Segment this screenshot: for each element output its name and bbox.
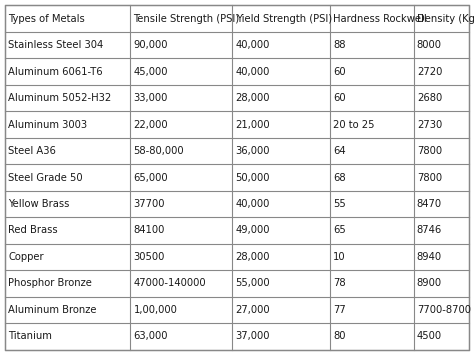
Text: Copper: Copper bbox=[8, 252, 44, 262]
Text: 55,000: 55,000 bbox=[236, 278, 270, 289]
Text: 84100: 84100 bbox=[134, 225, 165, 235]
Text: Aluminum 5052-H32: Aluminum 5052-H32 bbox=[8, 93, 111, 103]
Text: 40,000: 40,000 bbox=[236, 66, 270, 77]
Text: 8470: 8470 bbox=[417, 199, 442, 209]
Text: 2680: 2680 bbox=[417, 93, 442, 103]
Text: 80: 80 bbox=[333, 332, 346, 342]
Text: 28,000: 28,000 bbox=[236, 252, 270, 262]
Text: 22,000: 22,000 bbox=[134, 120, 168, 130]
Text: 4500: 4500 bbox=[417, 332, 442, 342]
Text: Titanium: Titanium bbox=[8, 332, 52, 342]
Text: Steel A36: Steel A36 bbox=[8, 146, 56, 156]
Text: Yield Strength (PSI): Yield Strength (PSI) bbox=[236, 13, 332, 23]
Text: 10: 10 bbox=[333, 252, 346, 262]
Text: 20 to 25: 20 to 25 bbox=[333, 120, 375, 130]
Text: 65,000: 65,000 bbox=[134, 173, 168, 182]
Text: Aluminum Bronze: Aluminum Bronze bbox=[8, 305, 97, 315]
Text: Types of Metals: Types of Metals bbox=[8, 13, 85, 23]
Text: 65: 65 bbox=[333, 225, 346, 235]
Text: 33,000: 33,000 bbox=[134, 93, 168, 103]
Text: 27,000: 27,000 bbox=[236, 305, 270, 315]
Text: 1,00,000: 1,00,000 bbox=[134, 305, 177, 315]
Text: 78: 78 bbox=[333, 278, 346, 289]
Text: 7800: 7800 bbox=[417, 173, 442, 182]
Text: 8746: 8746 bbox=[417, 225, 442, 235]
Text: Density (Kg/m³): Density (Kg/m³) bbox=[417, 13, 474, 23]
Text: 21,000: 21,000 bbox=[236, 120, 270, 130]
Text: 2730: 2730 bbox=[417, 120, 442, 130]
Text: 55: 55 bbox=[333, 199, 346, 209]
Text: Yellow Brass: Yellow Brass bbox=[8, 199, 69, 209]
Text: 77: 77 bbox=[333, 305, 346, 315]
Text: Aluminum 6061-T6: Aluminum 6061-T6 bbox=[8, 66, 103, 77]
Text: 37,000: 37,000 bbox=[236, 332, 270, 342]
Text: Stainless Steel 304: Stainless Steel 304 bbox=[8, 40, 103, 50]
Text: 50,000: 50,000 bbox=[236, 173, 270, 182]
Text: 90,000: 90,000 bbox=[134, 40, 168, 50]
Text: 2720: 2720 bbox=[417, 66, 442, 77]
Text: 7700-8700: 7700-8700 bbox=[417, 305, 471, 315]
Text: 60: 60 bbox=[333, 66, 346, 77]
Text: 37700: 37700 bbox=[134, 199, 165, 209]
Text: 49,000: 49,000 bbox=[236, 225, 270, 235]
Text: Tensile Strength (PSI): Tensile Strength (PSI) bbox=[134, 13, 239, 23]
Text: 63,000: 63,000 bbox=[134, 332, 168, 342]
Text: 88: 88 bbox=[333, 40, 346, 50]
Text: Phosphor Bronze: Phosphor Bronze bbox=[8, 278, 92, 289]
Text: Red Brass: Red Brass bbox=[8, 225, 58, 235]
Text: 60: 60 bbox=[333, 93, 346, 103]
Text: 45,000: 45,000 bbox=[134, 66, 168, 77]
Text: 64: 64 bbox=[333, 146, 346, 156]
Text: Aluminum 3003: Aluminum 3003 bbox=[8, 120, 87, 130]
Text: 8940: 8940 bbox=[417, 252, 442, 262]
Text: 40,000: 40,000 bbox=[236, 199, 270, 209]
Text: Steel Grade 50: Steel Grade 50 bbox=[8, 173, 82, 182]
Text: 40,000: 40,000 bbox=[236, 40, 270, 50]
Text: 8000: 8000 bbox=[417, 40, 442, 50]
Text: Hardness Rockwell: Hardness Rockwell bbox=[333, 13, 427, 23]
Text: 28,000: 28,000 bbox=[236, 93, 270, 103]
Text: 7800: 7800 bbox=[417, 146, 442, 156]
Text: 30500: 30500 bbox=[134, 252, 165, 262]
Text: 58-80,000: 58-80,000 bbox=[134, 146, 184, 156]
Text: 8900: 8900 bbox=[417, 278, 442, 289]
Text: 36,000: 36,000 bbox=[236, 146, 270, 156]
Text: 68: 68 bbox=[333, 173, 346, 182]
Text: 47000-140000: 47000-140000 bbox=[134, 278, 206, 289]
